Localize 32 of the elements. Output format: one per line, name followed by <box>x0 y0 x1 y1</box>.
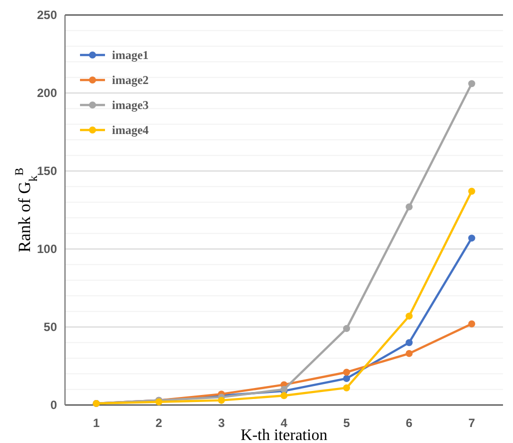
legend-label: image4 <box>112 123 149 138</box>
point <box>468 320 476 328</box>
point <box>343 325 350 332</box>
x-tick-label: 1 <box>92 416 100 430</box>
legend-label: image3 <box>112 98 149 112</box>
y-tick-label: 250 <box>36 8 58 22</box>
point <box>468 234 476 242</box>
legend-label: image1 <box>112 48 149 62</box>
x-tick-label: 5 <box>343 416 350 430</box>
point <box>406 350 413 358</box>
legend-label: image2 <box>112 73 149 88</box>
y-tick-label: 50 <box>44 320 58 334</box>
point <box>468 80 476 88</box>
point <box>406 312 413 320</box>
x-tick-label: 6 <box>406 416 413 430</box>
y-tick-label: 150 <box>36 164 58 178</box>
point <box>218 396 225 404</box>
point <box>343 374 350 382</box>
point <box>343 368 350 376</box>
x-tick-label: 4 <box>280 416 288 430</box>
x-tick-label: 3 <box>218 416 226 430</box>
x-axis-title: K-th iteration <box>240 427 328 443</box>
x-tick-label: 7 <box>468 416 476 430</box>
y-tick-label: 0 <box>50 398 58 412</box>
x-tick-label: 2 <box>156 416 163 430</box>
point <box>406 339 413 346</box>
point <box>280 392 288 400</box>
point <box>406 203 413 210</box>
point <box>343 384 350 392</box>
y-tick-label: 100 <box>36 242 58 256</box>
y-tick-label: 200 <box>36 86 58 100</box>
point <box>468 188 476 195</box>
